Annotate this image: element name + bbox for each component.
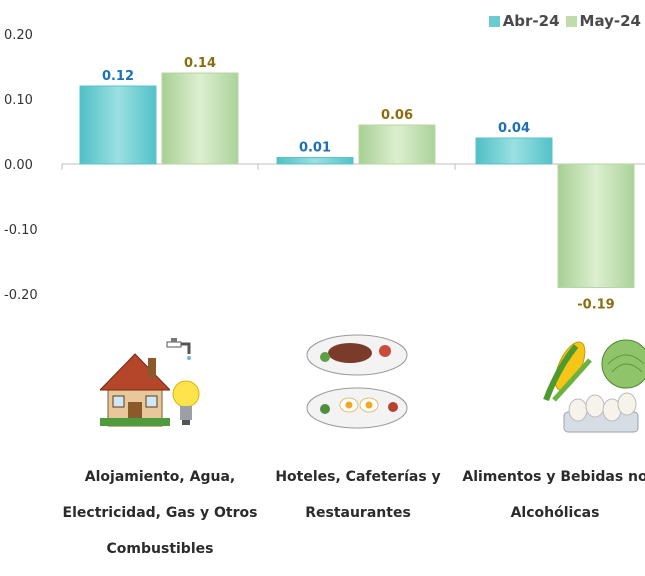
y-tick-label: 0.20 bbox=[4, 28, 33, 43]
faucet-icon bbox=[166, 338, 191, 360]
bar-may-24-2 bbox=[557, 163, 635, 288]
corn-icon bbox=[543, 341, 592, 402]
y-tick-label: 0.00 bbox=[4, 158, 33, 173]
eggs-icon bbox=[563, 392, 639, 433]
data-label: 0.01 bbox=[299, 141, 331, 156]
data-label: -0.19 bbox=[577, 298, 614, 313]
house-icon bbox=[100, 353, 170, 427]
bar-abr-24-2 bbox=[475, 137, 553, 165]
bar-chart: 0.20 0.10 0.00 -0.10 -0.20 0.12 0.01 0.04 0.14 0… bbox=[4, 28, 645, 313]
bar-abr-24-1 bbox=[276, 157, 354, 165]
legend-item-may: May-24 bbox=[565, 12, 641, 30]
category-label-hotels: Hoteles, Cafeterías y Restaurantes bbox=[275, 469, 441, 521]
data-label: 0.14 bbox=[184, 56, 216, 71]
bar-may-24-0 bbox=[161, 72, 239, 165]
bar-may-24-1 bbox=[358, 124, 436, 165]
legend: Abr-24 May-24 bbox=[488, 12, 641, 30]
category-label-housing: Alojamiento, Agua, Electricidad, Gas y O… bbox=[62, 469, 258, 557]
category-label-food: Alimentos y Bebidas no Alcohólicas bbox=[462, 469, 645, 521]
data-label: 0.06 bbox=[381, 108, 413, 123]
legend-label-may: May-24 bbox=[579, 12, 641, 30]
cabbage-icon bbox=[601, 339, 645, 389]
y-tick-label: -0.20 bbox=[4, 288, 38, 303]
legend-swatch-abr bbox=[488, 15, 500, 27]
data-label: 0.12 bbox=[102, 69, 134, 84]
bar-abr-24-0 bbox=[79, 85, 157, 165]
legend-label-abr: Abr-24 bbox=[502, 12, 560, 30]
plates-of-food-icon bbox=[306, 334, 408, 429]
lightbulb-icon bbox=[172, 380, 200, 425]
legend-swatch-may bbox=[565, 15, 577, 27]
legend-item-abr: Abr-24 bbox=[488, 12, 560, 30]
y-tick-label: -0.10 bbox=[4, 223, 38, 238]
y-tick-label: 0.10 bbox=[4, 93, 33, 108]
data-label: 0.04 bbox=[498, 121, 530, 136]
